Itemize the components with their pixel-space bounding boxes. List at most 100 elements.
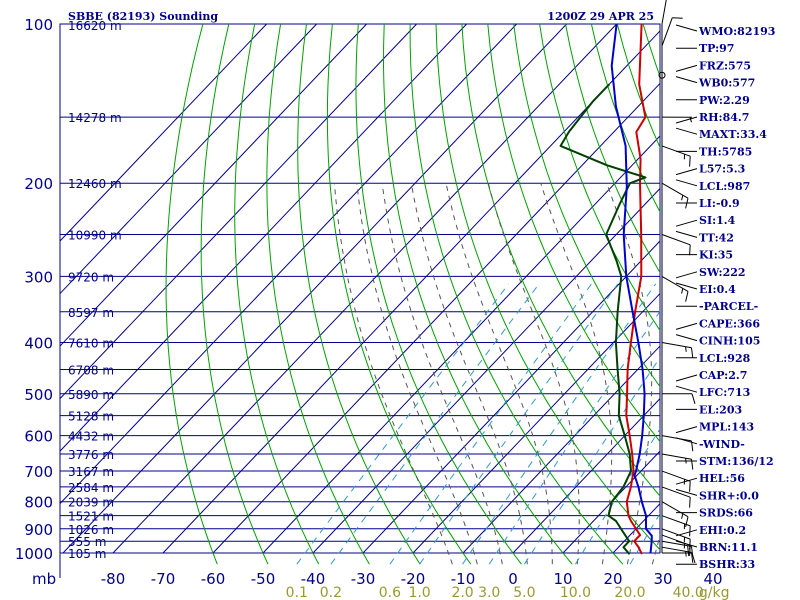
index-connector [675, 540, 698, 548]
temperature-tick-label: -70 [151, 570, 176, 588]
pressure-tick-label: 1000 [15, 545, 53, 563]
temperature-tick-label: -20 [401, 570, 426, 588]
height-label: 2039 m [68, 496, 114, 510]
mixing-ratio-label: 0.1 [286, 585, 308, 600]
barb-staff [661, 182, 689, 199]
index-connector [675, 374, 698, 382]
index-connector [675, 168, 698, 176]
mixing-ratio-label: 10.0 [560, 585, 591, 600]
wind-barb [661, 540, 694, 557]
height-label: 105 m [68, 547, 106, 561]
barb-feather [689, 539, 691, 550]
barb-staff [661, 470, 691, 482]
height-label: 8597 m [68, 306, 114, 320]
isotherm-line [212, 82, 660, 554]
mixing-ratio-label: 20.0 [614, 585, 645, 600]
pressure-tick-label: 900 [24, 521, 53, 539]
dry-adiabat-line [266, 24, 370, 565]
index-label: LCL:928 [699, 352, 751, 365]
mixing-ratio-line [419, 283, 619, 565]
barb-feather [689, 497, 691, 508]
height-label: 2584 m [68, 481, 114, 495]
pressure-tick-label: 300 [24, 268, 53, 286]
temperature-tick-label: -80 [101, 570, 126, 588]
wind-barb [661, 234, 691, 256]
pressure-tick-label: 700 [24, 463, 53, 481]
mixing-ratio-line [488, 310, 660, 565]
barb-feather [689, 244, 691, 256]
temperature-tick-label: -10 [451, 570, 476, 588]
index-label: LCL:987 [699, 180, 750, 193]
barb-staff [661, 501, 689, 518]
index-connector [675, 76, 698, 84]
isotherm-line [60, 24, 517, 505]
barb-feather [691, 347, 694, 359]
pressure-tick-label: 400 [24, 335, 53, 353]
wind-barb [661, 341, 694, 359]
temperature-tick-label: 10 [553, 570, 572, 588]
height-label: 1521 m [68, 510, 114, 524]
barb-feather [691, 546, 694, 557]
barb-staff [661, 234, 691, 246]
moist-adiabat-line [487, 183, 580, 565]
pressure-tick-label: 800 [24, 494, 53, 512]
index-label: SHR+:0.0 [699, 489, 759, 502]
mixing-ratio-label: g/kg [699, 585, 730, 600]
temperature-tick-labels: -80 -70 -60 -50 -40 -30 -20 -10 0 10 20 30 40 [101, 570, 723, 588]
chart-title: SBBE (82193) Sounding [68, 10, 218, 23]
barb-staff [661, 515, 691, 527]
index-label: LFC:713 [699, 386, 750, 399]
height-label: 4432 m [68, 430, 114, 444]
isotherm-line [312, 187, 660, 554]
barb-feather [685, 516, 689, 528]
index-label: WB0:577 [698, 77, 755, 90]
moist-adiabat-line [606, 183, 653, 565]
index-connector [675, 127, 698, 135]
barb-feather [689, 525, 691, 537]
mixing-ratio-label: 5.0 [513, 585, 535, 600]
index-label: BRN:11.1 [699, 541, 758, 554]
isotherm-line [112, 24, 617, 554]
isotherm-line [162, 30, 660, 554]
temperature-tick-label: 20 [603, 570, 622, 588]
index-connector [675, 282, 698, 290]
indices-panel: WMO:82193 TP:97 FRZ:575 WB0:577 PW:2.29 RH:84… [675, 24, 775, 571]
dry-adiabat-line [355, 24, 522, 565]
barb-half-feather [681, 288, 684, 294]
index-connector [675, 271, 698, 279]
index-label: BSHR:33 [699, 558, 755, 571]
wind-barb [661, 393, 696, 404]
barb-staff [661, 341, 692, 349]
temperature-tick-label: 40 [703, 570, 722, 588]
index-label: SW:222 [699, 266, 746, 279]
barb-half-feather [681, 513, 684, 519]
dry-adiabat-line [513, 24, 660, 388]
isotherm-line [62, 24, 567, 554]
index-label: PW:2.29 [699, 94, 750, 107]
pressure-tick-labels: 100 200 300 400 500 600 700 800 900 1000 [15, 16, 53, 563]
index-label: EI:0.4 [699, 283, 736, 296]
height-label: 1026 m [68, 523, 114, 537]
pressure-tick-label: 200 [24, 175, 53, 193]
temperature-tick-label: -30 [351, 570, 376, 588]
barb-feather [689, 156, 691, 167]
pressure-tick-label: 500 [24, 386, 53, 404]
dry-adiabat-line [487, 24, 660, 443]
moist-adiabat-line [356, 183, 478, 565]
index-label: TP:97 [699, 42, 734, 55]
temperature-tick-label: 30 [653, 570, 672, 588]
index-label: CINH:105 [699, 335, 760, 348]
dry-adiabat-line [409, 24, 624, 565]
plot-frame [59, 23, 661, 554]
dry-adiabat-line [297, 24, 421, 565]
mixing-ratio-line [389, 283, 592, 565]
moist-adiabat-line [540, 183, 613, 565]
dry-adiabat-line [165, 24, 218, 565]
barb-feather [689, 481, 691, 492]
wind-barb [661, 116, 693, 123]
wind-barb [661, 515, 691, 537]
pressure-tick-label: 600 [24, 428, 53, 446]
index-connector [675, 219, 698, 227]
barb-half-feather [685, 346, 687, 352]
isotherm-line [60, 24, 467, 452]
